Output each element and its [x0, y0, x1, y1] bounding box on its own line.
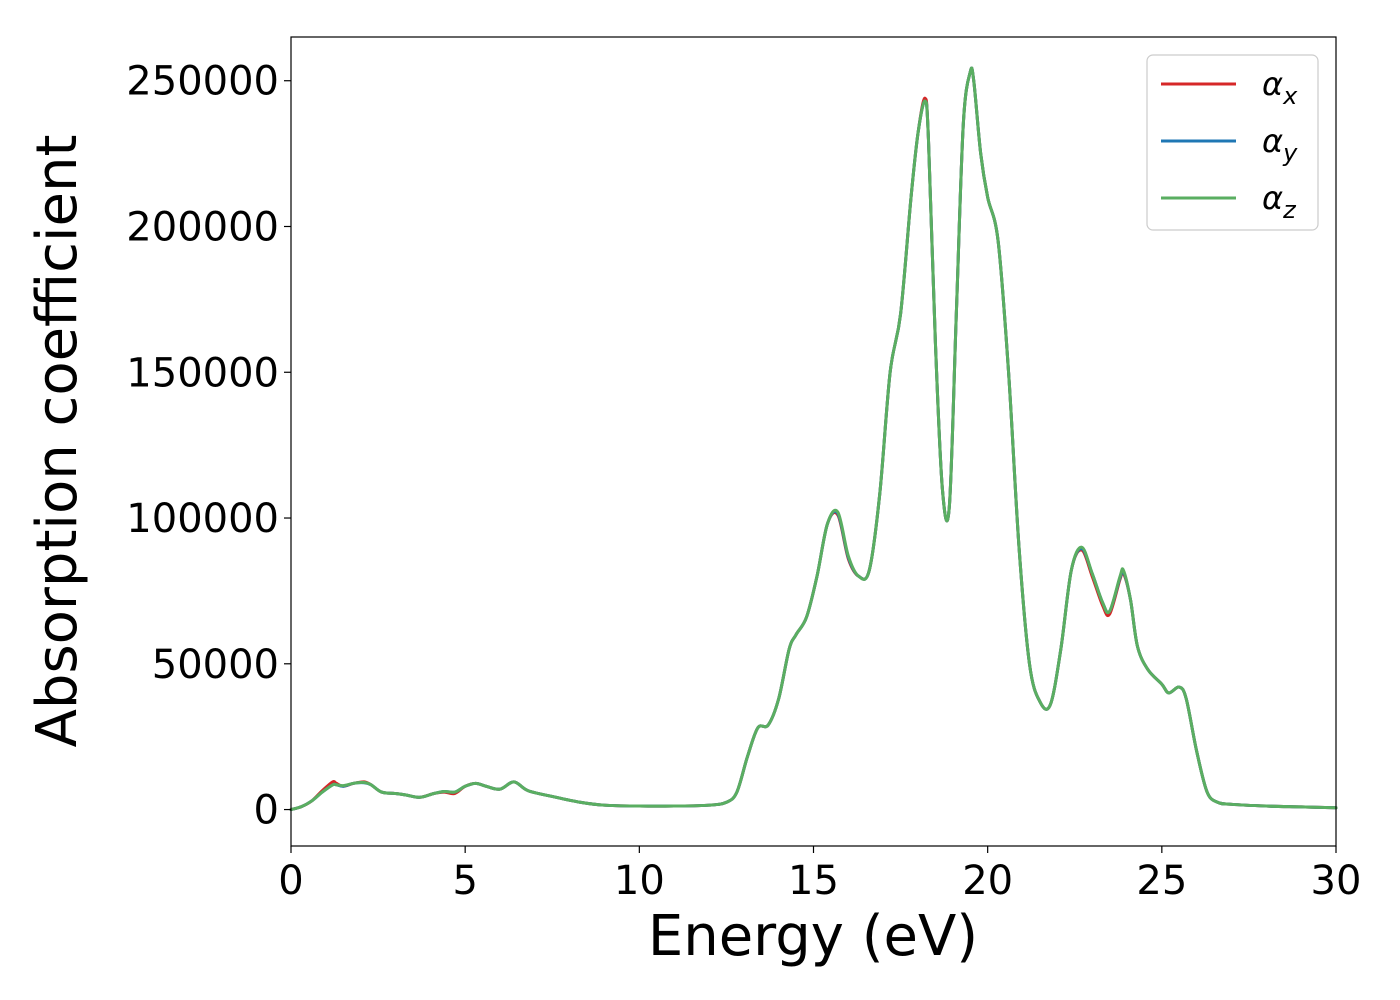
x-axis-title: Energy (eV)	[648, 904, 978, 969]
legend-label-alpha-z: αz	[1262, 179, 1297, 224]
y-axis-ticks: 0 50000 100000 150000 200000 250000	[126, 59, 291, 834]
y-tick-label: 50000	[152, 642, 279, 688]
legend-label-subscript: y	[1282, 139, 1298, 167]
x-tick-label: 20	[962, 858, 1013, 904]
legend-label-symbol: α	[1262, 65, 1283, 103]
legend-label-symbol: α	[1262, 122, 1283, 160]
x-tick-label: 10	[614, 858, 665, 904]
legend-label-alpha-x: αx	[1262, 65, 1298, 110]
y-tick-label: 0	[254, 788, 279, 834]
x-tick-label: 15	[788, 858, 839, 904]
legend-label-alpha-y: αy	[1262, 122, 1298, 167]
y-tick-label: 250000	[126, 59, 279, 105]
y-axis-title: Absorption coefficient	[25, 135, 90, 748]
series-line-alpha-z	[289, 66, 1338, 812]
x-tick-label: 5	[452, 858, 477, 904]
x-tick-label: 0	[278, 858, 303, 904]
legend-label-symbol: α	[1262, 179, 1283, 217]
x-axis-ticks: 0 5 10 15 20 25 30	[278, 846, 1361, 904]
y-tick-label: 150000	[126, 350, 279, 396]
y-tick-label: 100000	[126, 496, 279, 542]
x-tick-label: 30	[1311, 858, 1362, 904]
legend-label-subscript: x	[1282, 82, 1298, 110]
x-tick-label: 25	[1136, 858, 1187, 904]
y-tick-label: 200000	[126, 204, 279, 250]
legend-label-subscript: z	[1282, 196, 1297, 224]
series-group	[289, 66, 1338, 812]
